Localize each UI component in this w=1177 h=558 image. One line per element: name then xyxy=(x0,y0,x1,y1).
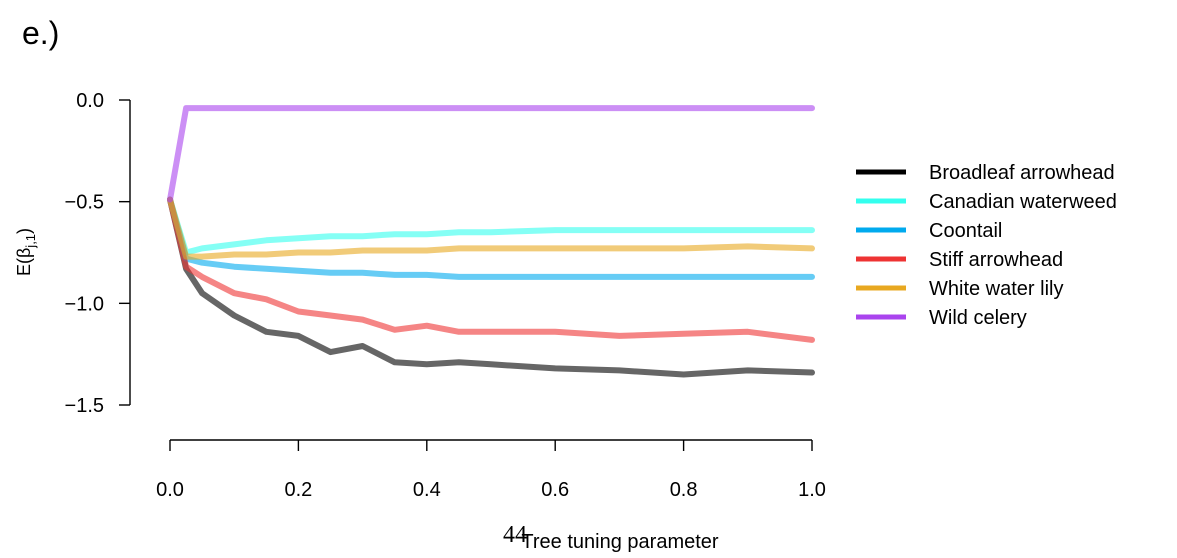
series-lines xyxy=(167,105,815,378)
x-tick-label: 0.4 xyxy=(413,479,441,501)
y-tick-label: −0.5 xyxy=(65,192,104,214)
x-tick-label: 0.0 xyxy=(156,479,184,501)
series-line-broadleaf-arrowhead xyxy=(167,196,815,378)
x-axis-title: Tree tuning parameter xyxy=(521,531,718,553)
legend-label-stiff-arrowhead: Stiff arrowhead xyxy=(929,249,1063,271)
legend-label-coontail: Coontail xyxy=(929,220,1002,242)
x-tick-label: 0.8 xyxy=(670,479,698,501)
legend-label-canadian-waterweed: Canadian waterweed xyxy=(929,191,1117,213)
y-axis-title: E(βj,1) xyxy=(14,228,38,276)
x-tick-label: 0.2 xyxy=(284,479,312,501)
series-line-coontail xyxy=(167,196,815,280)
legend-label-wild-celery: Wild celery xyxy=(929,307,1027,329)
series-line-canadian-waterweed xyxy=(167,196,815,256)
legend-label-white-water-lily: White water lily xyxy=(929,278,1063,300)
y-axis: 0.0 −0.5 −1.0 −1.5 xyxy=(65,90,131,417)
y-tick-label: 0.0 xyxy=(76,90,104,112)
y-tick-label: −1.0 xyxy=(65,293,104,315)
y-axis-title-subscript: j,1 xyxy=(23,234,38,249)
series-line-white-water-lily xyxy=(167,196,815,260)
series-line-wild-celery xyxy=(167,105,815,203)
panel-label: e.) xyxy=(22,15,59,51)
y-axis-title-main: E(β xyxy=(14,248,34,276)
x-tick-label: 1.0 xyxy=(798,479,826,501)
x-axis: 0.0 0.2 0.4 0.6 0.8 1.0 xyxy=(156,439,826,501)
series-line-stiff-arrowhead xyxy=(167,196,815,343)
page-number: 44 xyxy=(503,522,527,548)
x-tick-label: 0.6 xyxy=(541,479,569,501)
y-axis-title-close: ) xyxy=(14,228,34,234)
y-tick-label: −1.5 xyxy=(65,395,104,417)
legend: Broadleaf arrowhead Canadian waterweed Coo… xyxy=(856,162,1117,329)
legend-label-broadleaf-arrowhead: Broadleaf arrowhead xyxy=(929,162,1115,184)
